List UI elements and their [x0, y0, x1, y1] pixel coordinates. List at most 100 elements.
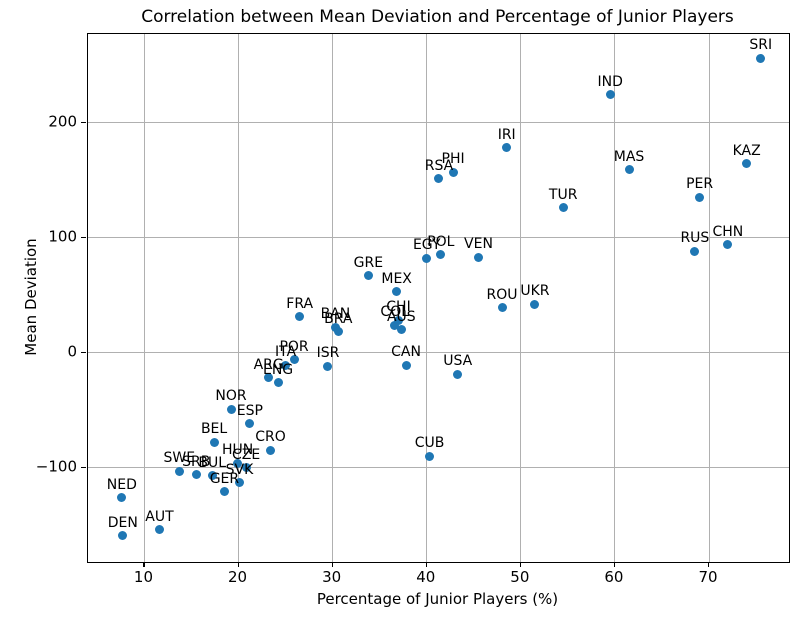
data-point-NOR: [226, 404, 236, 414]
data-point-NED: [117, 493, 127, 503]
x-gridline: [708, 34, 710, 562]
y-tick-mark: [81, 351, 86, 353]
point-label-ENG: ENG: [262, 361, 294, 378]
point-label-PHI: PHI: [441, 151, 465, 168]
data-point-AUT: [155, 525, 164, 535]
y-tick-mark: [81, 236, 86, 238]
x-tick-mark: [237, 562, 239, 567]
y-tick-label: 0: [67, 342, 77, 361]
x-tick-label: 10: [133, 568, 153, 586]
data-point-SWE: [174, 466, 184, 476]
point-label-USA: USA: [443, 353, 473, 370]
point-label-MAS: MAS: [613, 148, 645, 165]
point-label-EGY: EGY: [412, 237, 441, 254]
x-tick-mark: [331, 562, 333, 567]
x-gridline: [332, 34, 334, 562]
point-label-RUS: RUS: [680, 230, 710, 247]
point-label-SWE: SWE: [163, 450, 196, 467]
point-label-IND: IND: [597, 73, 623, 90]
data-point-BUL: [207, 471, 217, 481]
data-point-ARG: [264, 373, 274, 383]
point-label-IRI: IRI: [497, 126, 516, 143]
data-point-BAN: [330, 322, 340, 332]
point-label-SRI: SRI: [749, 37, 773, 54]
y-tick-label: 100: [48, 227, 77, 246]
data-point-CAN: [401, 360, 411, 370]
point-label-GER: GER: [209, 470, 240, 487]
y-tick-mark: [81, 466, 86, 468]
y-tick-label: 200: [48, 112, 77, 131]
data-point-IND: [605, 90, 615, 100]
y-tick-mark: [81, 121, 86, 123]
data-point-BEL: [209, 437, 219, 447]
x-tick-mark: [519, 562, 522, 567]
point-label-KAZ: KAZ: [732, 142, 761, 159]
point-label-BRA: BRA: [324, 310, 353, 327]
data-point-HUN: [233, 458, 243, 468]
data-point-ESP: [245, 419, 255, 429]
point-label-COL: COL: [380, 304, 410, 321]
y-gridline: [88, 352, 789, 354]
point-label-MEX: MEX: [381, 270, 412, 287]
data-point-USA: [453, 369, 463, 379]
x-gridline: [520, 34, 522, 562]
point-label-CUB: CUB: [414, 435, 445, 452]
point-label-NED: NED: [106, 476, 137, 493]
point-label-DEN: DEN: [107, 514, 138, 531]
data-point-UKR: [530, 299, 540, 309]
data-point-POL: [436, 250, 446, 260]
data-point-SRI: [756, 53, 766, 63]
data-point-ROU: [497, 303, 507, 313]
point-label-BEL: BEL: [200, 421, 228, 438]
point-label-UKR: UKR: [520, 283, 550, 300]
data-point-KAZ: [742, 159, 752, 169]
x-gridline: [426, 34, 428, 562]
y-axis-label-text: Mean Deviation: [22, 238, 40, 356]
data-point-ENG: [273, 378, 283, 388]
point-label-CAN: CAN: [391, 344, 421, 361]
point-label-BAN: BAN: [320, 306, 351, 323]
point-label-ESP: ESP: [236, 402, 263, 419]
data-point-ISR: [323, 361, 333, 371]
data-point-CHI: [394, 315, 403, 325]
data-point-RUS: [690, 246, 700, 256]
data-point-IRI: [502, 143, 512, 153]
data-point-CHN: [723, 240, 733, 249]
point-label-HUN: HUN: [221, 442, 254, 459]
data-point-TUR: [558, 203, 568, 213]
x-tick-label: 60: [604, 568, 624, 586]
point-label-ARG: ARG: [253, 356, 284, 373]
point-label-POL: POL: [427, 233, 455, 250]
data-point-CZE: [241, 463, 251, 473]
point-label-PER: PER: [686, 176, 714, 193]
point-label-CHI: CHI: [386, 299, 411, 316]
x-gridline: [143, 34, 145, 562]
point-label-GRE: GRE: [353, 254, 384, 271]
point-label-POR: POR: [279, 338, 309, 355]
point-label-AUT: AUT: [145, 508, 174, 525]
point-label-FRA: FRA: [286, 295, 314, 312]
data-point-VEN: [473, 252, 483, 262]
point-label-CRO: CRO: [255, 429, 286, 446]
point-label-RSA: RSA: [424, 157, 454, 174]
y-gridline: [88, 237, 789, 239]
x-tick-mark: [143, 562, 145, 567]
data-point-POR: [289, 355, 299, 365]
x-tick-mark: [425, 562, 427, 567]
point-label-CZE: CZE: [231, 446, 261, 463]
x-gridline: [238, 34, 240, 562]
data-point-DEN: [118, 531, 128, 541]
x-axis-label: Percentage of Junior Players (%): [316, 590, 559, 608]
point-label-AUS: AUS: [386, 308, 416, 325]
plot-area: NED DEN AUT SWE SRB BUL BEL GER NOR HUN SVK CZE ESP A…: [87, 33, 790, 563]
point-label-TUR: TUR: [548, 186, 578, 203]
data-point-COL: [390, 320, 400, 330]
x-tick-label: 70: [698, 568, 718, 586]
data-point-RSA: [434, 174, 444, 184]
y-gridline: [88, 467, 789, 469]
point-label-SVK: SVK: [225, 461, 254, 478]
data-point-CRO: [266, 445, 276, 455]
x-gridline: [614, 34, 616, 562]
x-tick-label: 30: [322, 568, 342, 586]
